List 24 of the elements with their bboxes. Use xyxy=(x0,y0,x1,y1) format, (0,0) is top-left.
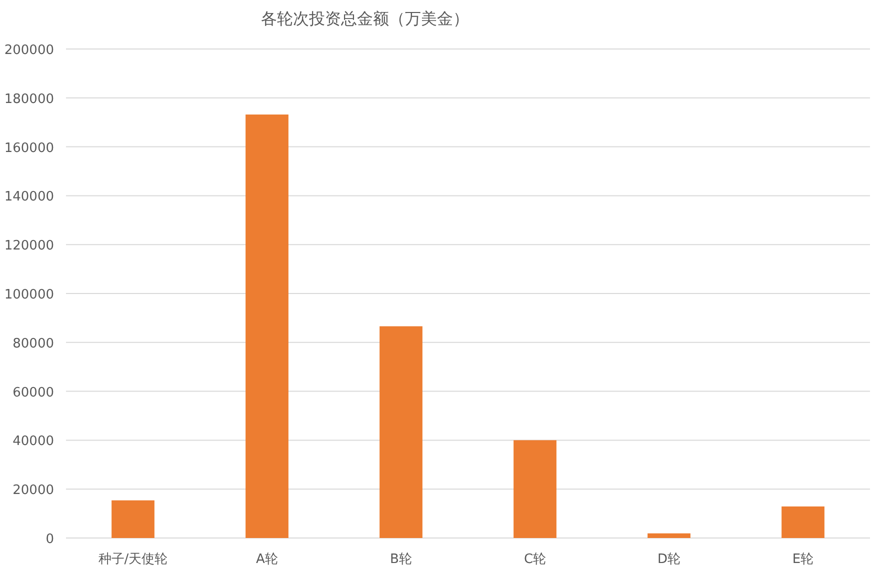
y-tick-label: 140000 xyxy=(4,190,54,205)
bar xyxy=(246,114,288,538)
bar xyxy=(112,500,154,538)
y-tick-label: 200000 xyxy=(4,43,54,58)
x-tick-label: B轮 xyxy=(390,552,412,567)
y-tick-label: 0 xyxy=(46,532,54,547)
y-tick-label: 120000 xyxy=(4,238,54,254)
bar xyxy=(782,506,824,538)
x-tick-label: D轮 xyxy=(657,552,681,567)
y-tick-label: 40000 xyxy=(12,434,54,450)
bar xyxy=(514,440,556,538)
x-tick-label: E轮 xyxy=(792,552,814,567)
y-tick-label: 20000 xyxy=(12,483,54,498)
x-tick-label: C轮 xyxy=(524,552,546,567)
y-tick-label: 180000 xyxy=(4,92,54,107)
bar xyxy=(380,326,422,538)
x-tick-label: A轮 xyxy=(256,552,278,567)
y-tick-label: 80000 xyxy=(12,336,54,352)
chart-title: 各轮次投资总金额（万美金） xyxy=(261,9,469,28)
x-tick-label: 种子/天使轮 xyxy=(98,552,168,567)
y-tick-label: 60000 xyxy=(12,385,54,400)
bar xyxy=(648,533,690,538)
y-tick-label: 160000 xyxy=(4,140,54,156)
y-tick-label: 100000 xyxy=(4,288,54,302)
